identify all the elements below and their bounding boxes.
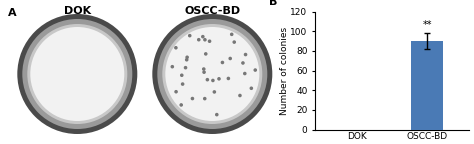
Circle shape	[152, 14, 272, 134]
Circle shape	[180, 103, 183, 107]
Circle shape	[174, 90, 178, 93]
Text: DOK: DOK	[64, 6, 91, 16]
Circle shape	[202, 70, 206, 74]
Circle shape	[201, 35, 205, 38]
Circle shape	[212, 90, 216, 94]
Circle shape	[227, 77, 230, 80]
Circle shape	[185, 55, 189, 59]
Circle shape	[27, 24, 128, 124]
Circle shape	[228, 57, 232, 60]
Circle shape	[232, 40, 236, 44]
Circle shape	[162, 24, 262, 124]
Circle shape	[244, 53, 247, 56]
Circle shape	[171, 65, 174, 69]
Circle shape	[208, 39, 211, 43]
Circle shape	[241, 61, 245, 65]
Circle shape	[202, 67, 206, 71]
Circle shape	[204, 52, 208, 56]
Circle shape	[203, 97, 207, 100]
Circle shape	[220, 61, 224, 64]
Text: **: **	[422, 20, 432, 30]
Circle shape	[188, 34, 191, 37]
Circle shape	[185, 58, 189, 62]
Text: B: B	[269, 0, 277, 7]
Circle shape	[215, 113, 219, 116]
Circle shape	[174, 46, 178, 50]
Circle shape	[180, 73, 183, 77]
Circle shape	[249, 86, 253, 90]
Circle shape	[165, 27, 259, 121]
Circle shape	[157, 19, 267, 129]
Text: OSCC-BD: OSCC-BD	[184, 6, 240, 16]
Circle shape	[217, 77, 221, 81]
Circle shape	[238, 94, 242, 97]
Circle shape	[181, 82, 184, 86]
Circle shape	[243, 72, 246, 75]
Circle shape	[211, 79, 215, 82]
Y-axis label: Number of colonies: Number of colonies	[280, 26, 289, 115]
Circle shape	[230, 33, 234, 36]
Circle shape	[254, 68, 257, 72]
Circle shape	[184, 66, 187, 70]
Circle shape	[191, 97, 194, 100]
Text: A: A	[9, 8, 17, 18]
Circle shape	[22, 19, 132, 129]
Circle shape	[18, 14, 137, 134]
Circle shape	[206, 78, 209, 82]
Circle shape	[197, 38, 201, 41]
Circle shape	[30, 27, 124, 121]
Circle shape	[203, 38, 207, 42]
Bar	[411, 41, 443, 130]
